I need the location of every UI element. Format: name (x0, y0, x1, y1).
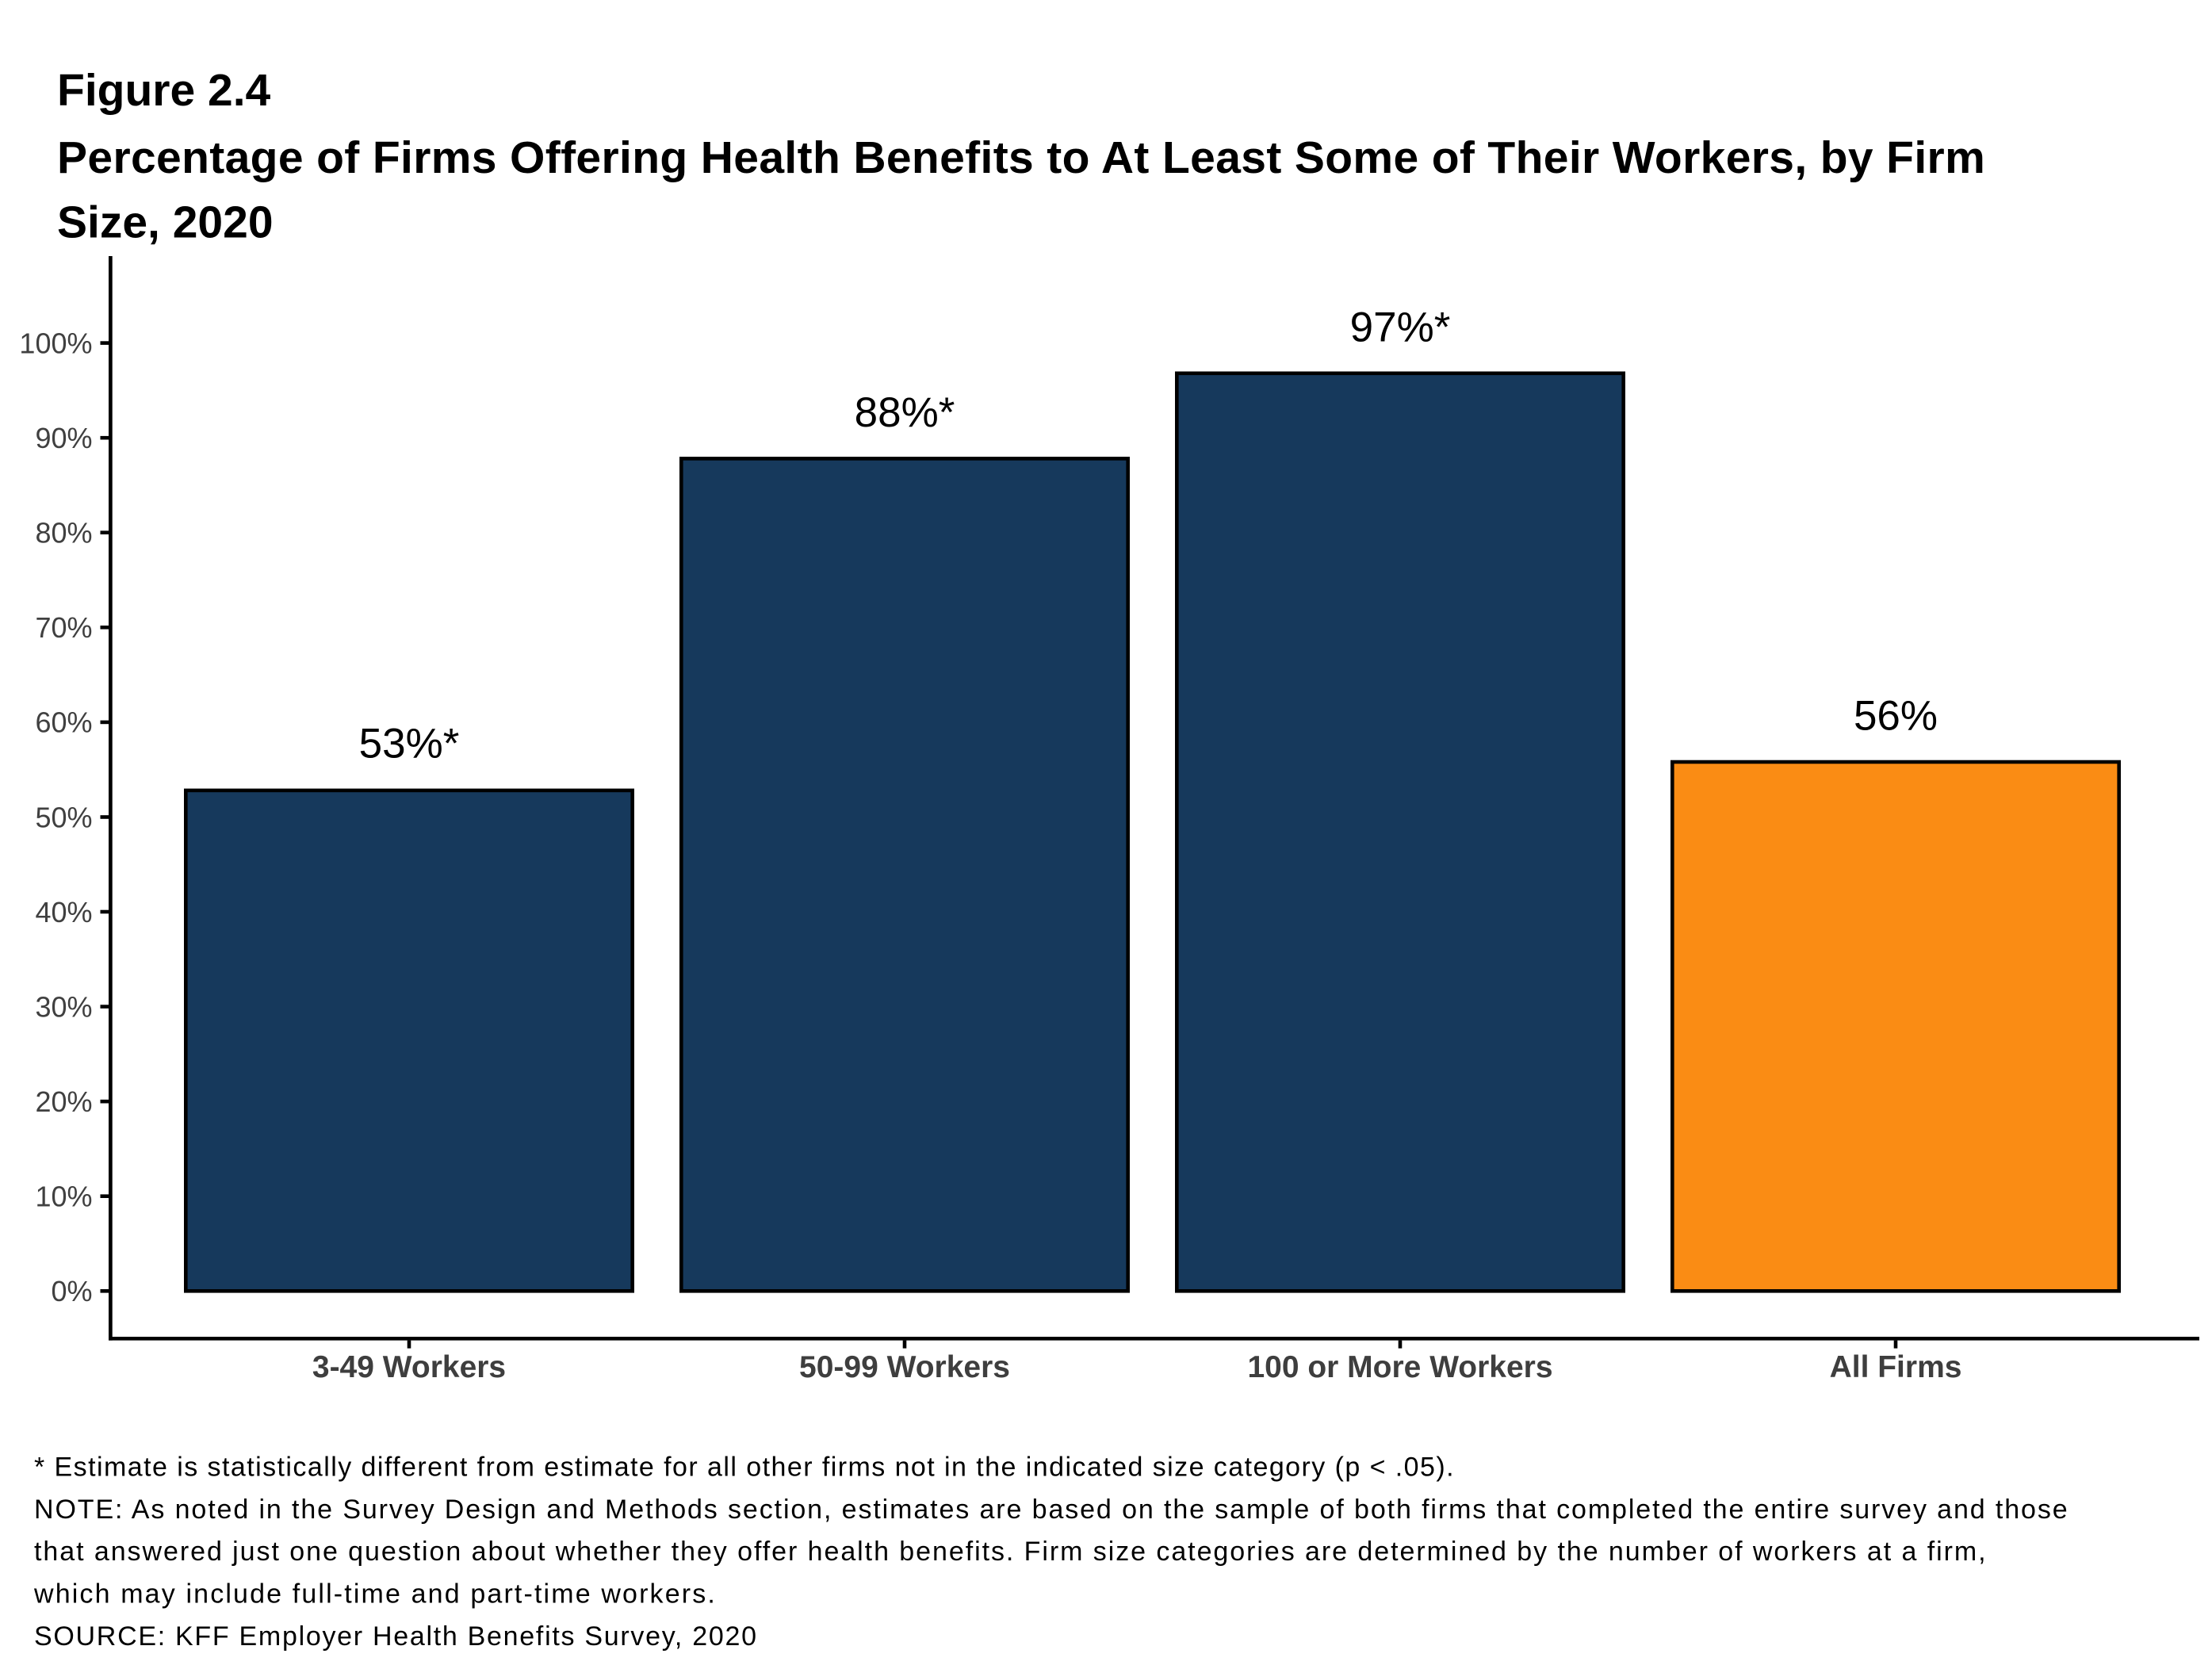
svg-text:60%: 60% (35, 706, 92, 739)
svg-text:50%: 50% (35, 801, 92, 833)
svg-text:which may include full-time an: which may include full-time and part-tim… (33, 1579, 717, 1610)
svg-text:97%*: 97%* (1350, 304, 1451, 351)
svg-text:10%: 10% (35, 1181, 92, 1213)
svg-text:20%: 20% (35, 1085, 92, 1118)
svg-text:100 or More Workers: 100 or More Workers (1247, 1350, 1552, 1384)
svg-text:Percentage of Firms Offering H: Percentage of Firms Offering Health Bene… (57, 132, 1985, 183)
svg-text:All Firms: All Firms (1830, 1350, 1962, 1384)
svg-text:SOURCE: KFF Employer Health Be: SOURCE: KFF Employer Health Benefits Sur… (34, 1621, 758, 1652)
svg-text:* Estimate is statistically di: * Estimate is statistically different fr… (34, 1453, 1455, 1483)
svg-text:NOTE: As noted in the Survey D: NOTE: As noted in the Survey Design and … (34, 1495, 2069, 1525)
svg-text:100%: 100% (19, 327, 92, 359)
svg-text:0%: 0% (51, 1275, 92, 1307)
svg-text:that answered just one questio: that answered just one question about wh… (34, 1537, 1988, 1567)
svg-text:50-99 Workers: 50-99 Workers (799, 1350, 1010, 1384)
svg-text:Size, 2020: Size, 2020 (57, 197, 274, 247)
svg-text:88%*: 88%* (855, 389, 955, 436)
svg-text:3-49 Workers: 3-49 Workers (312, 1350, 506, 1384)
svg-text:40%: 40% (35, 896, 92, 928)
svg-text:30%: 30% (35, 990, 92, 1023)
svg-text:56%: 56% (1854, 693, 1938, 740)
svg-text:70%: 70% (35, 611, 92, 644)
svg-text:80%: 80% (35, 517, 92, 549)
svg-text:90%: 90% (35, 422, 92, 454)
svg-text:53%*: 53%* (359, 721, 460, 767)
svg-text:Figure 2.4: Figure 2.4 (57, 65, 271, 116)
